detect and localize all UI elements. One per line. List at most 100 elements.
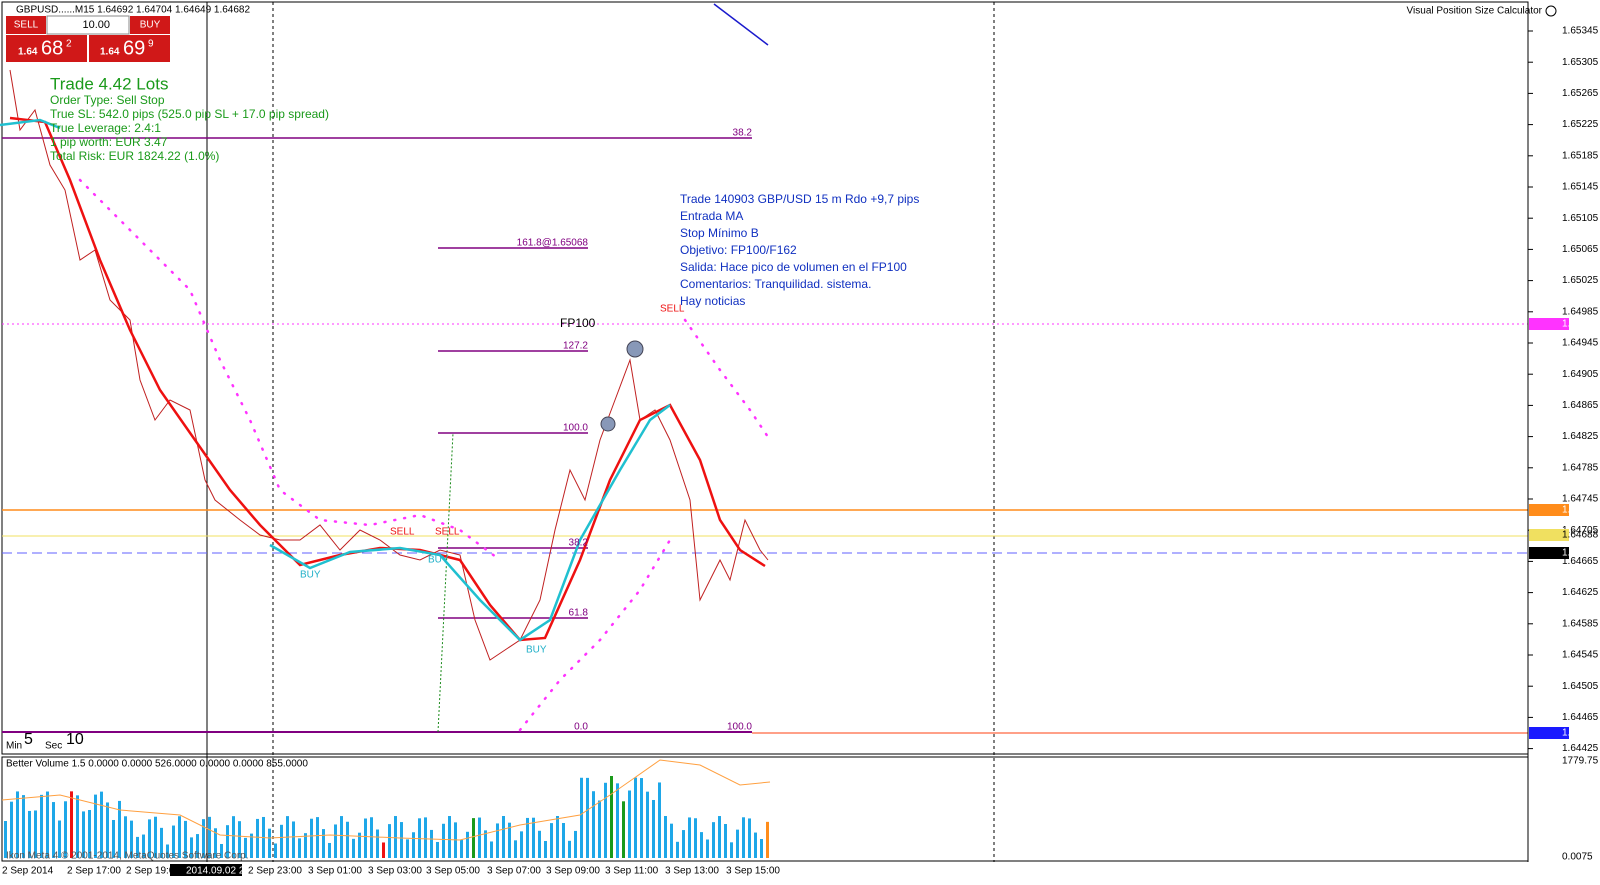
buy-price-box[interactable] [89, 35, 170, 62]
volume-bar [298, 838, 301, 858]
volume-bar [238, 821, 241, 858]
price-label: 1.64545 [1562, 650, 1599, 661]
timer-min-value: 5 [24, 731, 33, 748]
volume-bar [112, 819, 115, 858]
volume-bar [190, 837, 193, 858]
buy-button[interactable] [130, 16, 170, 34]
volume-bar [496, 823, 499, 858]
volume-bar [142, 834, 145, 858]
volume-bar [316, 817, 319, 858]
volume-bar [274, 843, 277, 858]
volume-bar [556, 816, 559, 858]
volume-bar [292, 821, 295, 858]
sell-button[interactable] [6, 16, 46, 34]
volume-bar [154, 816, 157, 858]
price-label: 1.65065 [1562, 244, 1599, 255]
fib-label: 127.2 [563, 341, 588, 352]
price-tag [1529, 504, 1569, 516]
time-label: 3 Sep 11:00 [605, 866, 659, 877]
volume-bar [88, 810, 91, 858]
volume-average [1, 759, 771, 841]
volume-bar [94, 794, 97, 858]
price-label: 1.64705 [1562, 525, 1599, 536]
lot-input[interactable] [46, 15, 130, 35]
sell-price-small: 1.64 [18, 47, 38, 58]
volume-bar [376, 829, 379, 858]
volume-bar [64, 801, 67, 858]
tool-close[interactable] [1545, 5, 1557, 17]
volume-bar [436, 841, 439, 858]
price-label: 1.64465 [1562, 712, 1599, 723]
volume-bar [526, 817, 529, 858]
price-label: 1.64505 [1562, 681, 1599, 692]
copyright: Ikon Meta 4 © 2001-2014, MetaQuotes Soft… [6, 851, 249, 862]
one-click-panel: SELL 10.00 BUY 1.64 68 2 1.64 69 9 [6, 15, 170, 62]
price-label: 1.64585 [1562, 618, 1599, 629]
price-label: 1.64865 [1562, 400, 1599, 411]
volume-bar [400, 822, 403, 858]
note-line: Entrada MA [680, 209, 743, 223]
price-label: 1.65145 [1562, 182, 1599, 193]
volume-bar [724, 824, 727, 858]
volume-title: Better Volume 1.5 0.0000 0.0000 526.0000… [6, 759, 308, 770]
buy-signal: BUY [300, 570, 321, 581]
volume-bar [334, 824, 337, 858]
volume-bar [130, 820, 133, 858]
volume-bar [16, 791, 19, 858]
volume-bar [730, 842, 733, 858]
trade-notes: Trade 140903 GBP/USD 15 m Rdo +9,7 pips E… [680, 192, 919, 308]
symbol-info: GBPUSD......M15 1.64692 1.64704 1.64649 … [16, 5, 250, 16]
volume-bar [460, 839, 463, 858]
volume-bar [766, 821, 769, 858]
volume-bar [220, 843, 223, 858]
volume-bar [250, 833, 253, 858]
price-label: 1.64945 [1562, 338, 1599, 349]
volume-bar [574, 830, 577, 858]
volume-bar [640, 778, 643, 858]
volume-bar [358, 832, 361, 858]
volume-bar [616, 783, 619, 858]
volume-bar [184, 820, 187, 858]
volume-bar [148, 819, 151, 858]
buy-price-small: 1.64 [100, 47, 120, 58]
price-axis: 1.65345 1.65305 1.65265 1.65225 1.65185 1.651… [1527, 2, 1599, 862]
info-line: True SL: 542.0 pips (525.0 pip SL + 17.0… [50, 107, 329, 121]
volume-max: 1779.75 [1562, 756, 1599, 767]
volume-bar [658, 782, 661, 858]
sell-price-sup: 2 [66, 39, 72, 50]
price-label: 1.65305 [1562, 57, 1599, 68]
volume-bar [160, 827, 163, 858]
volume-bar [226, 825, 229, 858]
fib-label: 100.0 [563, 423, 588, 434]
price-label: 1.64425 [1562, 743, 1599, 754]
fib-label: 38.2 [569, 538, 589, 549]
volume-bar [304, 833, 307, 858]
price-label: 1.64785 [1562, 462, 1599, 473]
fib-labels: 38.2 161.8@1.65068 127.2 100.0 38.2 61.8… [517, 128, 753, 733]
volume-bar [214, 828, 217, 858]
price-tag-label: 1.64970 [1562, 319, 1599, 330]
volume-min: 0.0075 [1562, 852, 1593, 863]
price-label: 1.64985 [1562, 306, 1599, 317]
sell-price-box[interactable] [6, 35, 87, 62]
volume-bar [10, 801, 13, 858]
volume-bar [502, 816, 505, 858]
parabolic-sar [683, 318, 772, 442]
volume-bar [442, 823, 445, 858]
volume-bar [352, 838, 355, 858]
volume-bar [58, 820, 61, 858]
volume-bar [676, 841, 679, 858]
lot-value: 10.00 [82, 19, 110, 31]
volume-bar [388, 824, 391, 858]
sell-signal: SELL [390, 527, 415, 538]
price-label: 1.65025 [1562, 275, 1599, 286]
buy-signal: BUY [526, 645, 547, 656]
trade-lots: Trade 4.42 Lots [50, 74, 168, 93]
buy-price-sup: 9 [148, 39, 154, 50]
price-label: 1.65105 [1562, 213, 1599, 224]
volume-bar [412, 832, 415, 858]
volume-bar [682, 830, 685, 858]
price-label: 1.64625 [1562, 587, 1599, 598]
volume-bar [520, 831, 523, 858]
